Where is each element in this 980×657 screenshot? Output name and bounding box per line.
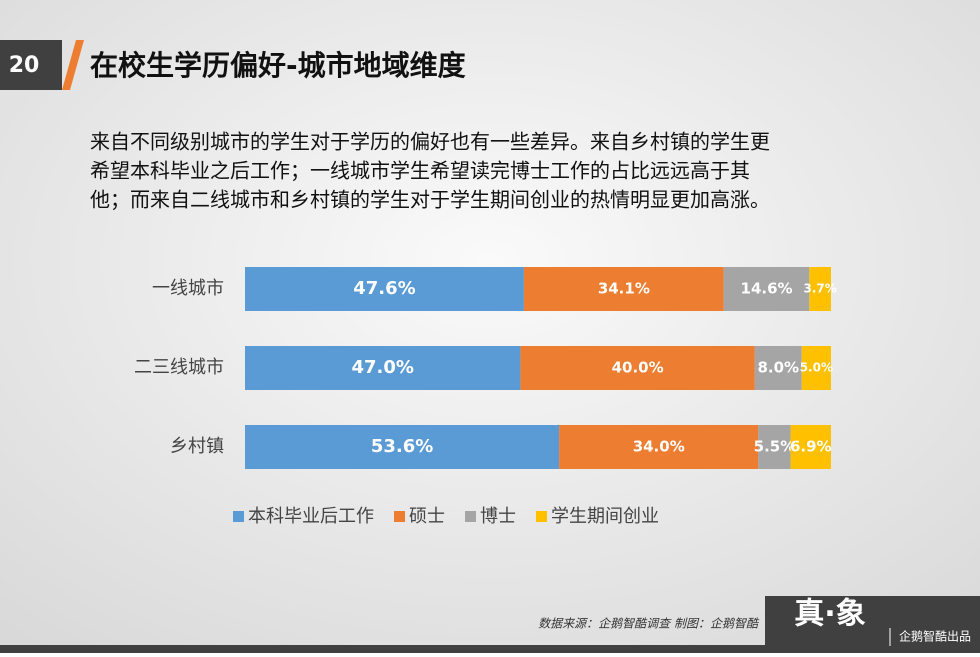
brand-text: 企鹅智酷出品 — [899, 629, 971, 644]
bar-segment — [523, 267, 724, 311]
category-label: 一线城市 — [152, 278, 224, 299]
value-label: 47.6% — [353, 278, 415, 299]
value-label: 8.0% — [757, 359, 799, 377]
value-label: 34.1% — [598, 280, 650, 298]
description-line: 希望本科毕业之后工作；一线城市学生希望读完博士工作的占比远远高于其 — [90, 159, 750, 183]
title: 在校生学历偏好-城市地域维度 — [90, 49, 466, 82]
value-label: 53.6% — [371, 436, 433, 457]
page-number: 20 — [9, 53, 40, 78]
bar-segment — [754, 346, 802, 390]
page-badge — [0, 40, 62, 90]
bar-segment — [245, 267, 524, 311]
description: 来自不同级别城市的学生对于学历的偏好也有一些差异。来自乡村镇的学生更希望本科毕业… — [90, 130, 770, 212]
legend-label: 硕士 — [409, 506, 445, 527]
value-label: 47.0% — [351, 357, 413, 378]
value-label: 5.0% — [800, 361, 833, 375]
accent-slash — [62, 40, 84, 90]
value-label: 34.0% — [633, 438, 685, 456]
value-label: 6.9% — [790, 438, 832, 456]
legend-swatch — [536, 511, 547, 522]
description-line: 来自不同级别城市的学生对于学历的偏好也有一些差异。来自乡村镇的学生更 — [90, 130, 770, 154]
bottom-bar — [0, 645, 980, 653]
bar-segment — [758, 425, 791, 469]
brand-logo: 真·象 — [794, 597, 865, 632]
bar-segment — [809, 267, 831, 311]
bar-segment — [559, 425, 759, 469]
bar-segment — [520, 346, 755, 390]
category-label: 乡村镇 — [170, 436, 224, 457]
legend: 本科毕业后工作 硕士 博士 学生期间创业 — [233, 506, 659, 527]
legend-label: 本科毕业后工作 — [248, 506, 374, 527]
chart: 一线城市 47.6% 34.1% 14.6% 3.7% 二三线城市 47.0% 40.0% 8.… — [134, 267, 837, 469]
value-label: 5.5% — [754, 438, 796, 456]
bar-segment — [245, 346, 521, 390]
description-line: 他；而来自二线城市和乡村镇的学生对于学生期间创业的热情明显更加高涨。 — [90, 188, 770, 212]
brand-box — [765, 596, 980, 653]
bar-segment — [245, 425, 560, 469]
legend-swatch — [233, 511, 244, 522]
bar-segment — [723, 267, 810, 311]
source: 数据来源：企鹅智酷调查 制图：企鹅智酷 — [538, 617, 760, 631]
bar-segment — [790, 425, 831, 469]
legend-label: 博士 — [480, 506, 516, 527]
value-label: 40.0% — [612, 359, 664, 377]
legend-swatch — [465, 511, 476, 522]
bar-segment — [801, 346, 831, 390]
value-label: 14.6% — [741, 280, 793, 298]
legend-swatch — [394, 511, 405, 522]
value-label: 3.7% — [804, 282, 837, 296]
legend-label: 学生期间创业 — [551, 506, 659, 527]
category-label: 二三线城市 — [134, 357, 224, 378]
